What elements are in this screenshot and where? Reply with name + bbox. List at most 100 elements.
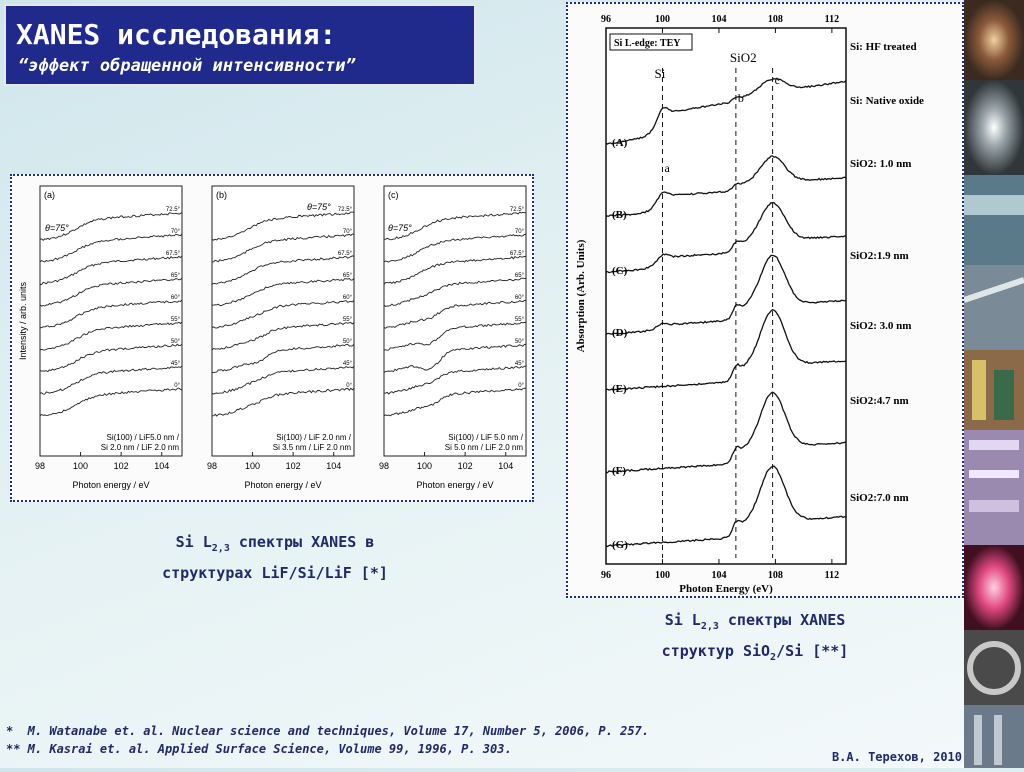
series-label: 60° xyxy=(343,295,353,301)
sample-label-line1: Si(100) / LiF 5.0 nm / xyxy=(448,433,523,442)
reference-2: ** M. Kasrai et. al. Applied Surface Sci… xyxy=(6,742,512,756)
spectrum-line xyxy=(383,255,527,285)
slide-title: XANES исследования: xyxy=(16,18,337,51)
legend-box-text: Si L-edge: TEY xyxy=(614,38,681,49)
spectrum-line xyxy=(605,77,847,145)
x-tick-label-top: 108 xyxy=(768,14,783,25)
x-axis-label: Photon energy / eV xyxy=(72,480,149,490)
sample-label-line1: Si(100) / LiF 2.0 nm / xyxy=(276,433,351,442)
series-label: 72.5° xyxy=(510,207,525,213)
x-tick-label: 98 xyxy=(379,461,389,471)
reference-1: * M. Watanabe et. al. Nuclear science an… xyxy=(6,724,649,738)
series-description: SiO2:4.7 nm xyxy=(850,395,909,407)
spectrum-line xyxy=(383,343,527,374)
plot-frame xyxy=(39,185,183,457)
spectrum-line xyxy=(212,387,355,417)
plot-frame xyxy=(383,185,527,457)
spectrum-line xyxy=(383,277,527,308)
x-tick-label-top: 100 xyxy=(655,14,670,25)
series-description: Si: Native oxide xyxy=(850,95,924,107)
spectrum-line xyxy=(605,391,847,474)
sample-label-line2: Si 3.5 nm / LiF 2.0 nm xyxy=(273,443,352,452)
left-caption: Si L2,3 спектры XANES в структурах LiF/S… xyxy=(162,533,388,582)
x-tick-label: 98 xyxy=(35,461,45,471)
sample-label-line1: Si(100) / LiF5.0 nm / xyxy=(107,433,180,442)
series-description: SiO2: 3.0 nm xyxy=(850,320,911,332)
peak-label-si: Si xyxy=(654,66,665,81)
spectrum-line xyxy=(383,299,527,329)
series-label: (D) xyxy=(612,327,628,339)
x-tick-label-top: 112 xyxy=(825,14,839,25)
spectrum-line xyxy=(39,277,183,307)
spectrum-line xyxy=(211,365,355,395)
series-label: 60° xyxy=(171,295,181,301)
x-tick-label: 112 xyxy=(825,570,839,581)
spectrum-line xyxy=(39,255,183,285)
series-label: 45° xyxy=(171,361,181,367)
right-figure-panel: 96 96 100 100 104 104 108 108 112 112 Photon Energ… xyxy=(566,2,964,598)
spectrum-line xyxy=(383,234,527,263)
x-tick-label: 104 xyxy=(154,461,169,471)
series-label: 67.5° xyxy=(510,251,525,257)
x-axis-label: Photon energy / eV xyxy=(244,480,321,490)
series-label: 72.5° xyxy=(166,207,181,213)
spectrum-line xyxy=(39,233,183,263)
spectrum-line xyxy=(39,299,183,329)
x-tick-label: 98 xyxy=(207,461,217,471)
spectrum-line xyxy=(211,277,355,307)
panel-label: (a) xyxy=(44,190,55,200)
series-label: 65° xyxy=(515,273,525,279)
x-tick-label: 100 xyxy=(655,570,670,581)
series-label: 45° xyxy=(343,361,353,367)
theta-label: θ=75° xyxy=(307,202,331,212)
spectrum-line xyxy=(212,233,355,263)
series-description: SiO2:1.9 nm xyxy=(850,250,909,262)
sample-label-line2: Si 5.0 nm / LiF 2.0 nm xyxy=(445,443,524,452)
spectrum-line xyxy=(383,365,527,395)
slide-title-box: XANES исследования: “эффект обращенной и… xyxy=(4,4,476,86)
series-label: 45° xyxy=(515,361,525,367)
peak-label-sio2: SiO2 xyxy=(730,50,757,65)
spectrum-line xyxy=(605,308,847,392)
slide-subtitle: “эффект обращенной интенсивности” xyxy=(18,56,356,76)
legend-box xyxy=(609,33,693,51)
series-label: 70° xyxy=(343,229,353,235)
x-tick-label: 102 xyxy=(458,461,473,471)
x-tick-label: 102 xyxy=(286,461,301,471)
series-label: 70° xyxy=(171,229,181,235)
y-axis-label: Intensity / arb. units xyxy=(18,281,28,360)
spectrum-line xyxy=(211,211,355,241)
spectrum-line xyxy=(383,211,527,241)
series-label: 72.5° xyxy=(338,207,353,213)
spectrum-line xyxy=(605,465,847,548)
series-label: (G) xyxy=(612,539,628,551)
x-tick-label: 100 xyxy=(417,461,432,471)
peak-label-c: c xyxy=(775,73,780,87)
series-label: 65° xyxy=(171,273,181,279)
spectrum-line xyxy=(605,254,847,335)
x-axis-label: Photon energy / eV xyxy=(416,480,493,490)
x-axis-label: Photon Energy (eV) xyxy=(679,583,773,595)
right-caption: Si L2,3 спектры XANES структур SiO2/Si [… xyxy=(661,611,849,663)
y-axis-label: Absorption (Arb. Units) xyxy=(575,239,587,352)
spectrum-line xyxy=(211,343,355,374)
series-label: (F) xyxy=(612,465,626,477)
theta-label: θ=75° xyxy=(388,223,412,233)
left-figure-panel: (a) θ=75° 98 100 102 104 Photon energy / eV Int… xyxy=(10,174,534,502)
series-label: 50° xyxy=(171,339,181,345)
series-label: 65° xyxy=(343,273,353,279)
x-tick-label: 100 xyxy=(73,461,88,471)
series-label: 70° xyxy=(515,229,525,235)
series-label: 55° xyxy=(343,317,353,323)
plot-frame xyxy=(605,27,847,565)
series-label: (C) xyxy=(612,265,628,277)
x-tick-label: 102 xyxy=(114,461,129,471)
x-tick-label-top: 104 xyxy=(711,14,726,25)
lif-spectra-figure: (a) θ=75° 98 100 102 104 Photon energy / eV Int… xyxy=(18,185,527,490)
series-description: Si: HF treated xyxy=(850,41,917,53)
spectrum-line xyxy=(605,155,847,217)
spectrum-line xyxy=(605,202,847,274)
panel-label: (c) xyxy=(388,190,399,200)
series-label: 55° xyxy=(171,317,181,323)
series-label: 0° xyxy=(346,383,352,389)
